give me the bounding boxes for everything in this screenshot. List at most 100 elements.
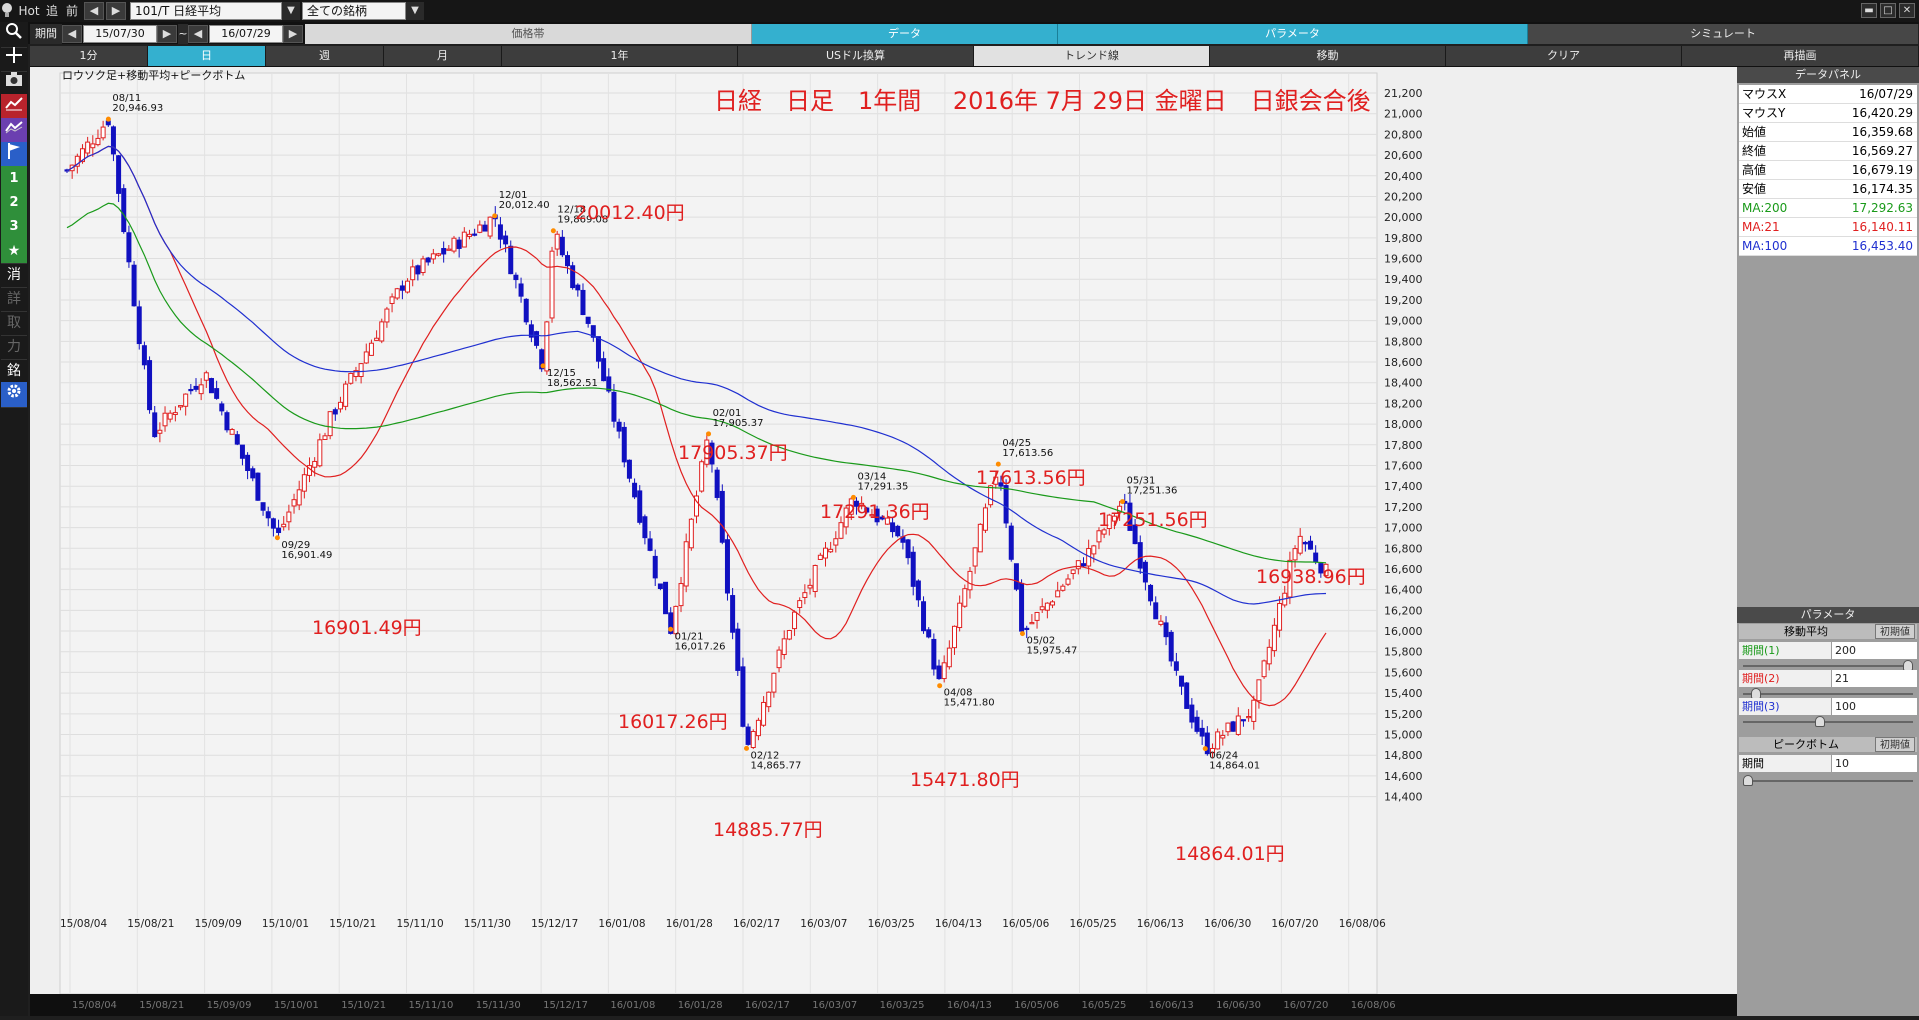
tab-trendline[interactable]: トレンド線 bbox=[974, 46, 1210, 66]
date-axis-canvas: 15/08/04 15/08/21 15/09/09 15/10/01 15/10/21… bbox=[72, 1000, 1396, 1011]
tab-weekly[interactable]: 週 bbox=[266, 46, 384, 66]
close-icon[interactable]: ✕ bbox=[1899, 3, 1915, 18]
gear-icon[interactable] bbox=[1, 382, 27, 408]
candle-body bbox=[461, 231, 467, 248]
maximize-icon[interactable]: □ bbox=[1880, 3, 1896, 18]
ma-reset-button[interactable]: 初期値 bbox=[1875, 624, 1915, 639]
chart-headline: 日経 日足 1年間 2016年 7月 29日 金曜日 日銀会合後 bbox=[714, 87, 1371, 115]
candle-body bbox=[1003, 485, 1009, 524]
detail-button[interactable]: 詳 bbox=[1, 286, 27, 312]
bulb-icon[interactable] bbox=[0, 2, 14, 20]
minimize-icon[interactable]: ▬ bbox=[1861, 3, 1877, 18]
peak-period-input[interactable]: 10 bbox=[1832, 755, 1917, 772]
candle-body bbox=[1137, 542, 1143, 569]
star-icon[interactable]: ★ bbox=[1, 238, 27, 264]
flag-icon[interactable] bbox=[1, 142, 27, 168]
peak-section-label: ピークボトム bbox=[1773, 738, 1839, 751]
candle-body bbox=[1251, 699, 1257, 722]
date-from-input[interactable]: 15/07/30 bbox=[83, 25, 157, 43]
date-to-prev-button[interactable]: ◀ bbox=[188, 25, 208, 43]
filter-dropdown-icon[interactable]: ▼ bbox=[406, 2, 424, 20]
candle-body bbox=[668, 612, 674, 634]
ma-period-input[interactable]: 100 bbox=[1832, 698, 1917, 715]
stock-button[interactable]: 銘 bbox=[1, 358, 27, 384]
peak-slider-thumb[interactable] bbox=[1743, 775, 1753, 786]
ma-period-slider[interactable] bbox=[1739, 715, 1917, 729]
tab-1min[interactable]: 1分 bbox=[30, 46, 148, 66]
date-to-next-button[interactable]: ▶ bbox=[283, 25, 303, 43]
erase-button[interactable]: 消 bbox=[1, 262, 27, 288]
peak-section-bar: ピークボトム 初期値 bbox=[1739, 737, 1917, 752]
candle-body bbox=[554, 233, 560, 250]
y-tick-label: 19,400 bbox=[1384, 273, 1423, 286]
peak-period-slider[interactable] bbox=[1739, 774, 1917, 788]
candle-body bbox=[957, 602, 963, 629]
candle-body bbox=[1070, 569, 1076, 575]
tab-daily[interactable]: 日 bbox=[148, 46, 266, 66]
y-tick-label: 20,600 bbox=[1384, 149, 1423, 162]
date-to-input[interactable]: 16/07/29 bbox=[209, 25, 283, 43]
input-button[interactable]: 力 bbox=[1, 334, 27, 360]
date-from-prev-button[interactable]: ◀ bbox=[62, 25, 82, 43]
next-symbol-button[interactable]: ▶ bbox=[106, 2, 126, 20]
price-chart[interactable]: 21,200 21,000 20,800 20,600 20,400 20,200 20,0… bbox=[30, 67, 1737, 1016]
price-annotation: 16901.49円 bbox=[312, 617, 422, 639]
search-icon[interactable] bbox=[1, 22, 27, 48]
date-from-next-button[interactable]: ▶ bbox=[157, 25, 177, 43]
candle-body bbox=[1101, 529, 1107, 535]
candle-body bbox=[838, 522, 844, 539]
candle-body bbox=[673, 605, 679, 635]
x-tick-label: 16/04/13 bbox=[935, 918, 982, 930]
tab-redraw[interactable]: 再描画 bbox=[1682, 46, 1919, 66]
tab-move[interactable]: 移動 bbox=[1210, 46, 1446, 66]
candle-body bbox=[141, 345, 147, 366]
chart-compare-icon[interactable] bbox=[1, 118, 27, 144]
datapanel-label: MA:200 bbox=[1742, 201, 1788, 215]
slider-thumb[interactable] bbox=[1815, 716, 1825, 727]
x-tick-label: 16/01/28 bbox=[666, 918, 713, 930]
preset-2-button[interactable]: 2 bbox=[1, 190, 27, 216]
preset-1-button[interactable]: 1 bbox=[1, 166, 27, 192]
peak-marker bbox=[540, 363, 546, 369]
prev-symbol-button[interactable]: ◀ bbox=[84, 2, 104, 20]
peak-marker bbox=[850, 494, 856, 500]
tab-parameter[interactable]: パラメータ bbox=[1058, 24, 1528, 44]
datapanel-row: 高値 16,679.19 bbox=[1739, 161, 1917, 180]
tab-usd[interactable]: USドル換算 bbox=[738, 46, 974, 66]
candle-body bbox=[647, 538, 653, 551]
peak-date-label: 06/24 bbox=[1209, 751, 1238, 762]
peak-marker bbox=[492, 213, 498, 219]
ma-period-input[interactable]: 21 bbox=[1832, 670, 1917, 687]
chart-line-icon[interactable] bbox=[1, 94, 27, 120]
peak-date-label: 12/18 bbox=[557, 205, 586, 216]
candle-body bbox=[513, 274, 519, 281]
symbol-dropdown-icon[interactable]: ▼ bbox=[282, 2, 300, 20]
candle-body bbox=[1153, 602, 1159, 620]
fetch-button[interactable]: 取 bbox=[1, 310, 27, 336]
crosshair-icon[interactable] bbox=[1, 46, 27, 72]
symbol-select[interactable]: 101/T 日経平均 bbox=[130, 2, 282, 20]
filter-select[interactable]: 全ての銘柄 bbox=[302, 2, 406, 20]
chart-canvas[interactable]: 21,200 21,000 20,800 20,600 20,400 20,200 20,0… bbox=[30, 67, 1737, 1016]
top-toolbar: Hot 追 前 ◀ ▶ 101/T 日経平均 ▼ 全ての銘柄 ▼ ▬ □ ✕ bbox=[0, 0, 1919, 22]
tab-clear[interactable]: クリア bbox=[1446, 46, 1682, 66]
ma-period-input[interactable]: 200 bbox=[1832, 642, 1917, 659]
x-tick-label: 15/10/21 bbox=[329, 918, 376, 930]
candle-body bbox=[735, 628, 741, 671]
tab-1year[interactable]: 1年 bbox=[502, 46, 738, 66]
candle-body bbox=[936, 665, 942, 680]
peak-value-label: 14,864.01 bbox=[1209, 761, 1260, 772]
mae-button[interactable]: 前 bbox=[65, 4, 78, 18]
peak-marker bbox=[668, 626, 674, 632]
hot-button[interactable]: Hot bbox=[18, 4, 40, 18]
tab-monthly[interactable]: 月 bbox=[384, 46, 502, 66]
tsui-button[interactable]: 追 bbox=[45, 4, 58, 18]
tab-price-band[interactable]: 価格帯 bbox=[305, 24, 752, 44]
tab-simulate[interactable]: シミュレート bbox=[1528, 24, 1919, 44]
tab-data[interactable]: データ bbox=[752, 24, 1058, 44]
candle-body bbox=[1044, 602, 1050, 611]
bottom-date-label: 15/10/01 bbox=[274, 1000, 319, 1011]
peak-reset-button[interactable]: 初期値 bbox=[1875, 737, 1915, 752]
camera-icon[interactable] bbox=[1, 70, 27, 96]
preset-3-button[interactable]: 3 bbox=[1, 214, 27, 240]
